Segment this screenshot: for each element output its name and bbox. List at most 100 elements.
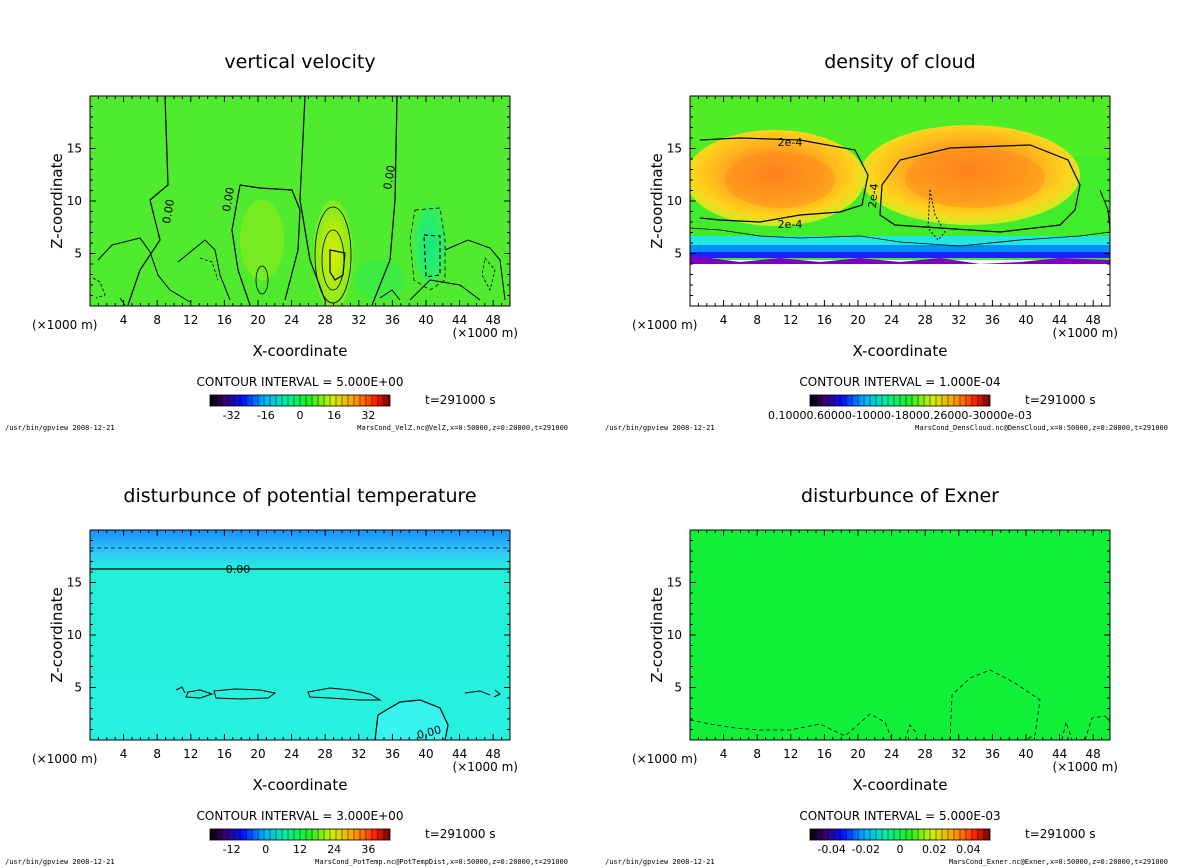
x-tick-label: 44 [1052, 747, 1067, 761]
exner-field [690, 530, 1110, 740]
x-tick-label: 24 [284, 747, 299, 761]
y-tick-label: 10 [67, 194, 82, 208]
colorbar-tick-label: 24 [327, 843, 341, 856]
colorbar-tick-label: 0.10000.60000-10000-18000.26000-30000e-0… [768, 409, 1032, 422]
x-tick-label: 44 [1052, 313, 1067, 327]
footer-source: MarsCond_Exner.nc@Exner,x=0:50000,z=0:20… [949, 858, 1168, 866]
x-tick-label: 20 [250, 747, 265, 761]
x-tick-label: 12 [783, 747, 798, 761]
x-tick-label: 40 [418, 747, 433, 761]
y-tick-label: 15 [667, 142, 682, 156]
x-tick-label: 28 [318, 747, 333, 761]
x-tick-label: 16 [217, 313, 232, 327]
colorbar-tick-label: 12 [293, 843, 307, 856]
y-tick-label: 5 [74, 247, 82, 261]
footer-source: MarsCond_PotTemp.nc@PotTempDist,x=0:5000… [315, 858, 568, 866]
contour-label: 2e-4 [778, 136, 803, 149]
x-tick-label: 24 [284, 313, 299, 327]
chart-title: disturbunce of potential temperature [123, 485, 476, 507]
x-tick-label: 20 [850, 747, 865, 761]
x-unit-label: (×1000 m) [32, 752, 97, 766]
x-axis-label: X-coordinate [253, 776, 348, 794]
x-tick-label: 44 [452, 747, 467, 761]
y-tick-label: 15 [67, 142, 82, 156]
colorbar-tick-label: 0 [897, 843, 904, 856]
contour-interval-label: CONTOUR INTERVAL = 5.000E+00 [197, 375, 404, 389]
colorbar-tick-label: 0 [297, 409, 304, 422]
x-tick-label: 44 [452, 313, 467, 327]
contour-label: 0.00 [160, 198, 177, 224]
colorbar-tick-label: 0 [262, 843, 269, 856]
chart-title: vertical velocity [224, 51, 375, 73]
contour-interval-label: CONTOUR INTERVAL = 3.000E+00 [197, 809, 404, 823]
cloud-density-field [690, 96, 1110, 306]
x-tick-label: 28 [918, 747, 933, 761]
x-tick-label: 36 [385, 313, 400, 327]
x-axis-label: X-coordinate [853, 342, 948, 360]
chart-title: density of cloud [824, 51, 976, 73]
contour-label: 2e-4 [778, 218, 803, 231]
footer-program: /usr/bin/gpview 2008-12-21 [605, 424, 715, 432]
x-tick-label: 28 [318, 313, 333, 327]
x-tick-label: 20 [850, 313, 865, 327]
colorbar-tick-label: 0.04 [956, 843, 981, 856]
x-tick-label: 4 [720, 747, 728, 761]
x-tick-label: 8 [153, 313, 161, 327]
contour-label: 0.00 [220, 186, 237, 212]
x-axis-label: X-coordinate [253, 342, 348, 360]
x-tick-label: 36 [985, 313, 1000, 327]
x-tick-label: 32 [951, 313, 966, 327]
x-tick-label: 36 [985, 747, 1000, 761]
x-tick-label: 24 [884, 313, 899, 327]
footer-source: MarsCond_VelZ.nc@VelZ,x=0:50000,z=0:2000… [357, 424, 568, 432]
x-tick-label: 48 [1086, 313, 1101, 327]
footer-program: /usr/bin/gpview 2008-12-21 [5, 858, 115, 866]
x-tick-label: 36 [385, 747, 400, 761]
footer-program: /usr/bin/gpview 2008-12-21 [5, 424, 115, 432]
x-tick-label: 32 [351, 747, 366, 761]
x-tick-label: 12 [783, 313, 798, 327]
x-unit-label: (×1000 m) [632, 318, 697, 332]
potential-temperature-field [90, 530, 510, 740]
y-tick-label: 5 [74, 681, 82, 695]
x-tick-label: 28 [918, 313, 933, 327]
x-unit-label: (×1000 m) [632, 752, 697, 766]
x-axis-label: X-coordinate [853, 776, 948, 794]
x-tick-label: 8 [753, 313, 761, 327]
x-unit-label-right: (×1000 m) [453, 760, 518, 774]
time-label: t=291000 s [1025, 827, 1096, 841]
colorbar-tick-label: 0.02 [922, 843, 947, 856]
time-label: t=291000 s [425, 827, 496, 841]
y-tick-label: 15 [67, 576, 82, 590]
contour-label: 0.00 [381, 164, 398, 190]
x-tick-label: 40 [1018, 313, 1033, 327]
time-label: t=291000 s [1025, 393, 1096, 407]
x-tick-label: 4 [120, 747, 128, 761]
y-axis-label: Z-coordinate [48, 153, 66, 248]
colorbar-tick-label: -0.04 [817, 843, 845, 856]
x-tick-label: 8 [753, 747, 761, 761]
contour-interval-label: CONTOUR INTERVAL = 5.000E-03 [799, 809, 1000, 823]
y-axis-label: Z-coordinate [648, 587, 666, 682]
x-tick-label: 40 [418, 313, 433, 327]
y-tick-label: 10 [67, 628, 82, 642]
colorbar-tick-label: -12 [223, 843, 241, 856]
colorbar-tick-label: 32 [361, 409, 375, 422]
x-tick-label: 32 [951, 747, 966, 761]
y-tick-label: 10 [667, 194, 682, 208]
x-tick-label: 48 [1086, 747, 1101, 761]
x-tick-label: 12 [183, 747, 198, 761]
x-unit-label: (×1000 m) [32, 318, 97, 332]
contour-interval-label: CONTOUR INTERVAL = 1.000E-04 [799, 375, 1000, 389]
x-tick-label: 20 [250, 313, 265, 327]
x-tick-label: 16 [817, 313, 832, 327]
footer-source: MarsCond_DensCloud.nc@DensCloud,x=0:5000… [915, 424, 1168, 432]
colorbar-tick-label: -16 [257, 409, 275, 422]
time-label: t=291000 s [425, 393, 496, 407]
y-axis-label: Z-coordinate [48, 587, 66, 682]
x-tick-label: 48 [486, 313, 501, 327]
colorbar-tick-label: 36 [361, 843, 375, 856]
